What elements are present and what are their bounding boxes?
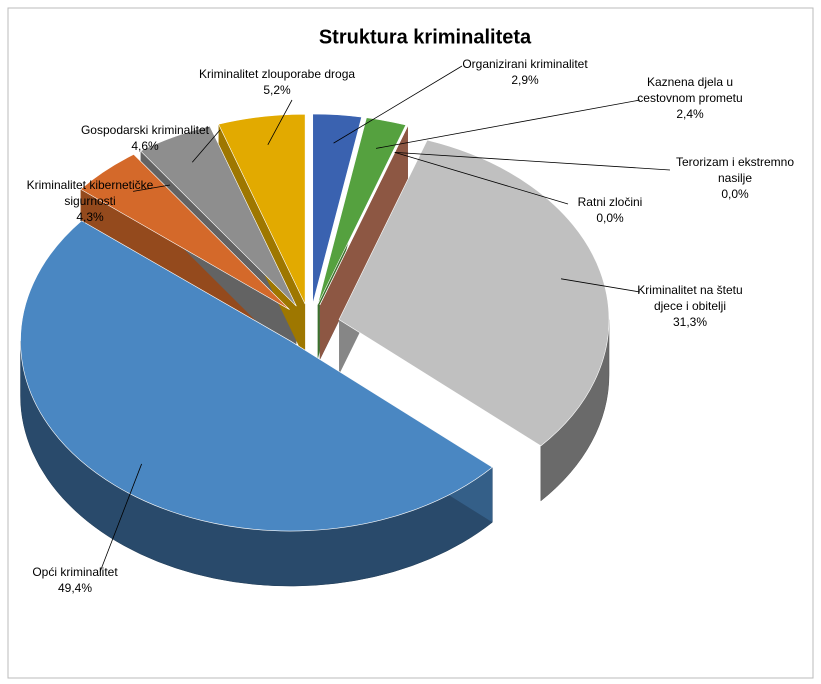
value-label: 2,4%	[676, 107, 704, 121]
pie-slice	[319, 125, 409, 306]
slice-label: Gospodarski kriminalitet 4,6%	[60, 122, 230, 154]
leader-line	[267, 99, 293, 146]
slice-cut	[319, 125, 408, 361]
slice-label: Opći kriminalitet 49,4%	[10, 564, 140, 596]
leader-line	[560, 278, 641, 293]
slice-label: Ratni zločini 0,0%	[560, 194, 660, 226]
slice-tops	[20, 113, 610, 532]
value-label: 2,9%	[511, 73, 539, 87]
category-label: Terorizam i ekstremno nasilje	[675, 155, 795, 185]
slice-label: Organizirani kriminalitet 2,9%	[450, 56, 600, 88]
slice-label: Kaznena djela u cestovnom prometu 2,4%	[630, 74, 750, 122]
leader-line	[375, 99, 641, 149]
slice-label: Kriminalitet na štetu djece i obitelji 31…	[630, 282, 750, 330]
value-label: 0,0%	[596, 211, 624, 225]
value-label: 31,3%	[672, 315, 708, 329]
leader-line	[333, 65, 463, 144]
category-label: Opći kriminalitet	[32, 565, 118, 579]
value-label: 0,0%	[721, 187, 749, 201]
pie-slice	[140, 125, 297, 307]
leader-line	[99, 463, 142, 573]
category-label: Ratni zločini	[577, 195, 643, 209]
pie-slice	[312, 113, 362, 305]
slice-label: Kriminalitet zlouporabe droga 5,2%	[192, 66, 362, 98]
pie-slice	[317, 117, 407, 305]
leader-line	[191, 129, 221, 163]
leader-line	[394, 152, 569, 205]
slice-label: Terorizam i ekstremno nasilje 0,0%	[665, 154, 805, 202]
slice-label: Kriminalitet kibernetičke sigurnosti 4,3%	[10, 177, 170, 225]
pie-slice	[20, 220, 493, 532]
value-label: 5,2%	[263, 83, 291, 97]
pie-slice	[80, 154, 290, 310]
leader-line	[133, 184, 171, 192]
chart-title: Struktura kriminaliteta	[319, 26, 532, 48]
category-label: Kriminalitet kibernetičke sigurnosti	[26, 178, 154, 208]
pie-slice	[218, 113, 306, 305]
leader-lines	[99, 65, 671, 573]
pie-slice	[338, 139, 610, 447]
value-label: 49,4%	[57, 581, 93, 595]
value-label: 4,6%	[131, 139, 159, 153]
category-label: Gospodarski kriminalitet	[80, 123, 210, 137]
leader-line	[394, 152, 671, 171]
category-label: Kriminalitet zlouporabe droga	[198, 67, 356, 81]
value-label: 4,3%	[76, 210, 104, 224]
category-label: Kaznena djela u cestovnom prometu	[637, 75, 743, 105]
category-label: Kriminalitet na štetu djece i obitelji	[637, 283, 743, 313]
category-label: Organizirani kriminalitet	[462, 57, 588, 71]
